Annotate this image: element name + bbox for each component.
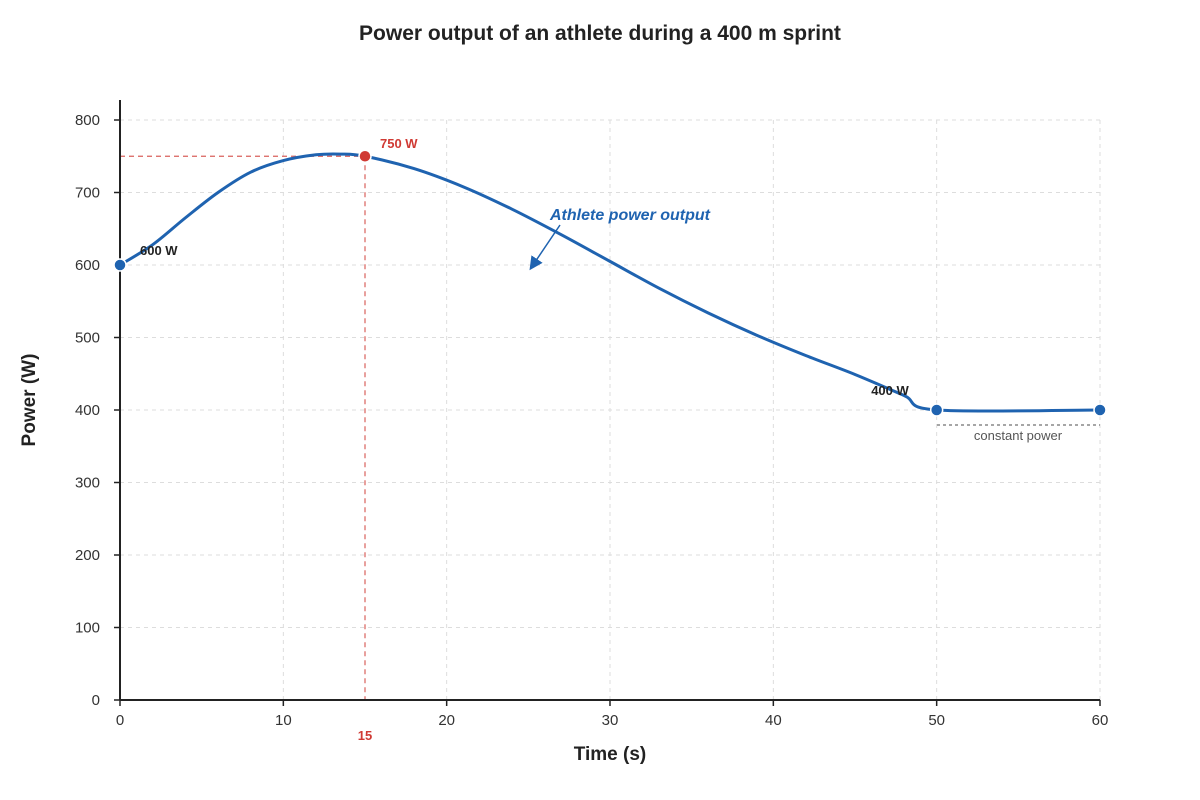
x-tick-label: 20: [438, 712, 455, 729]
x-tick-label: 50: [928, 712, 945, 729]
peak-power-label: 750 W: [380, 136, 418, 151]
y-tick-label: 400: [75, 402, 100, 419]
y-tick-label: 800: [75, 112, 100, 129]
y-axis-title: Power (W): [19, 354, 40, 447]
x-tick-label: 40: [765, 712, 782, 729]
y-tick-label: 200: [75, 547, 100, 564]
start-power-label: 600 W: [140, 243, 178, 258]
peak-guide-lines: [120, 155, 366, 700]
end-power-label: 400 W: [871, 383, 909, 398]
series-group: [119, 152, 1101, 413]
peak-time-label: 15: [358, 728, 372, 743]
x-tick-label: 0: [116, 712, 124, 729]
y-tick-label: 100: [75, 620, 100, 637]
x-axis-ticks: 0 10 20 30 40 50 60: [116, 700, 1109, 729]
data-point-marker: [358, 149, 372, 163]
y-tick-label: 700: [75, 185, 100, 202]
x-tick-label: 10: [275, 712, 292, 729]
y-tick-label: 600: [75, 257, 100, 274]
series-line-0: [119, 152, 1101, 413]
y-tick-label: 500: [75, 330, 100, 347]
series-label-arrow: [529, 224, 561, 271]
x-axis-title: Time (s): [574, 744, 647, 765]
y-tick-label: 0: [92, 692, 100, 709]
series-label: Athlete power output: [549, 207, 711, 224]
data-point-marker: [1093, 403, 1107, 417]
constant-power-label: constant power: [974, 428, 1063, 443]
chart-title: Power output of an athlete during a 400 …: [359, 22, 841, 45]
x-tick-label: 30: [602, 712, 619, 729]
data-point-marker: [113, 258, 127, 272]
data-point-marker: [929, 403, 944, 417]
y-tick-label: 300: [75, 475, 100, 492]
y-axis-ticks: 0 100 200 300 400 500 600 700 800: [75, 112, 120, 709]
data-markers: [113, 149, 1107, 417]
x-tick-label: 60: [1092, 712, 1109, 729]
